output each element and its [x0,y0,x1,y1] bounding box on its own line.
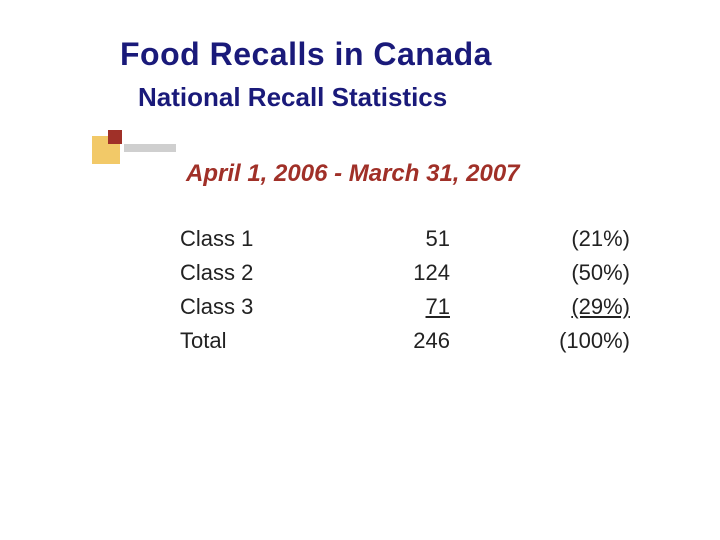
class-value: 71 [350,290,450,324]
class-percent: (29%) [450,290,630,324]
total-value: 246 [350,324,450,358]
slide-title: Food Recalls in Canada [120,36,492,73]
table-row: Class 3 71 (29%) [180,290,630,324]
total-label: Total [180,324,350,358]
recall-stats-table: Class 1 51 (21%) Class 2 124 (50%) Class… [180,222,630,358]
class-label: Class 3 [180,290,350,324]
table-row: Class 2 124 (50%) [180,256,630,290]
class-percent: (50%) [450,256,630,290]
class-value: 124 [350,256,450,290]
slide-subtitle: National Recall Statistics [138,82,447,113]
total-percent: (100%) [450,324,630,358]
class-value: 51 [350,222,450,256]
class-label: Class 2 [180,256,350,290]
table-row: Total 246 (100%) [180,324,630,358]
class-percent: (21%) [450,222,630,256]
decor-red-block [108,130,122,144]
table-row: Class 1 51 (21%) [180,222,630,256]
class-label: Class 1 [180,222,350,256]
decor-gray-block [124,144,176,152]
date-range: April 1, 2006 - March 31, 2007 [186,160,520,188]
